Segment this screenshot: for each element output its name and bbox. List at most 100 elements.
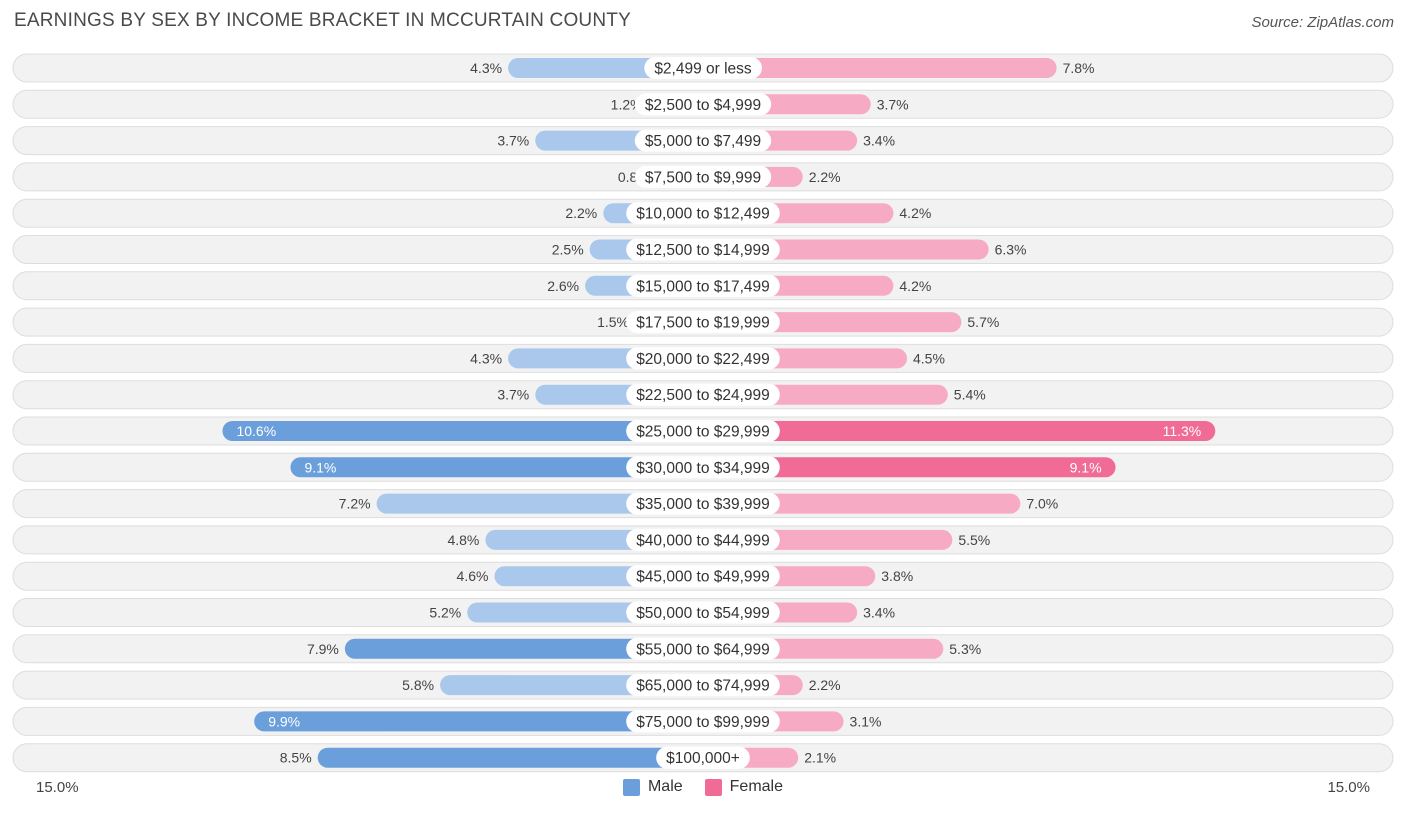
category-pill <box>626 601 780 624</box>
male-value-label: 5.2% <box>429 605 461 621</box>
category-label: $10,000 to $12,499 <box>636 206 770 223</box>
source-note: Source: ZipAtlas.com <box>1251 14 1394 31</box>
category-label: $35,000 to $39,999 <box>636 496 770 513</box>
legend-label-female: Female <box>729 778 784 795</box>
category-label: $75,000 to $99,999 <box>636 714 770 731</box>
male-bar <box>290 457 703 478</box>
category-label: $30,000 to $34,999 <box>636 460 770 477</box>
female-value-label: 6.3% <box>995 242 1027 258</box>
male-value-label: 2.6% <box>547 278 579 294</box>
category-label: $45,000 to $49,999 <box>636 569 770 586</box>
category-label: $25,000 to $29,999 <box>636 424 770 441</box>
female-value-label: 5.7% <box>967 314 999 330</box>
female-value-label: 3.4% <box>863 605 895 621</box>
male-value-label: 4.3% <box>470 350 502 366</box>
category-pill <box>644 57 762 79</box>
male-value-label: 2.5% <box>552 242 584 258</box>
female-bar <box>703 457 1116 478</box>
legend-item-female[interactable]: Female <box>704 778 784 796</box>
category-pill <box>626 492 780 515</box>
category-label: $2,500 to $4,999 <box>645 97 761 114</box>
male-value-label: 1.5% <box>597 314 629 330</box>
male-bar <box>317 747 703 768</box>
category-label: $55,000 to $64,999 <box>636 641 770 658</box>
female-value-label: 2.2% <box>809 677 841 693</box>
category-label: $5,000 to $7,499 <box>645 133 761 150</box>
category-label: $7,500 to $9,999 <box>645 169 761 186</box>
male-value-label: 3.7% <box>497 387 529 403</box>
female-bar <box>703 421 1216 441</box>
category-pill <box>626 710 780 733</box>
category-pill <box>626 674 780 697</box>
category-label: $50,000 to $54,999 <box>636 605 770 622</box>
male-value-label: 7.2% <box>339 496 371 512</box>
female-value-label: 2.1% <box>804 750 836 766</box>
female-value-label: 4.2% <box>899 205 931 221</box>
legend-label-male: Male <box>647 778 683 795</box>
axis-left-max-label: 15.0% <box>36 779 79 796</box>
female-value-label: 7.8% <box>1063 60 1095 76</box>
female-bar <box>703 58 1057 78</box>
female-swatch <box>704 778 722 796</box>
male-value-label: 5.8% <box>402 677 434 693</box>
category-pill <box>626 238 780 261</box>
category-label: $65,000 to $74,999 <box>636 678 770 695</box>
male-swatch <box>622 778 640 796</box>
male-value-label: 2.2% <box>565 205 597 221</box>
category-label: $100,000+ <box>666 750 740 767</box>
female-value-label: 4.2% <box>899 278 931 294</box>
category-pill <box>626 311 780 334</box>
male-value-label: 4.3% <box>470 60 502 76</box>
female-value-label: 3.4% <box>863 133 895 149</box>
category-label: $12,500 to $14,999 <box>636 242 770 259</box>
category-pill <box>626 420 780 442</box>
male-value-label: 9.9% <box>268 713 300 729</box>
category-pill <box>634 93 772 116</box>
male-value-label: 8.5% <box>280 750 312 766</box>
male-bar <box>254 711 703 732</box>
category-label: $22,500 to $24,999 <box>636 387 770 404</box>
category-pill <box>626 274 780 297</box>
female-value-label: 11.3% <box>1163 423 1202 439</box>
male-bar <box>344 638 703 659</box>
female-value-label: 3.7% <box>877 96 909 112</box>
chart-title: EARNINGS BY SEX BY INCOME BRACKET IN MCC… <box>14 10 631 31</box>
male-value-label: 3.7% <box>497 133 529 149</box>
category-pill <box>626 202 780 225</box>
female-value-label: 5.3% <box>949 641 981 657</box>
female-value-label: 3.8% <box>881 568 913 584</box>
category-pill <box>626 347 780 370</box>
male-value-label: 7.9% <box>307 641 339 657</box>
category-label: $20,000 to $22,499 <box>636 351 770 368</box>
category-pill <box>626 565 780 588</box>
female-value-label: 5.4% <box>954 387 986 403</box>
category-label: $17,500 to $19,999 <box>636 315 770 332</box>
category-pill <box>634 129 772 152</box>
category-pill <box>634 165 772 188</box>
category-pill <box>626 637 780 660</box>
axis-right-max-label: 15.0% <box>1327 779 1370 796</box>
male-bar <box>376 493 703 514</box>
female-value-label: 4.5% <box>913 350 945 366</box>
legend: Male Female <box>0 778 1406 796</box>
female-value-label: 7.0% <box>1026 496 1058 512</box>
male-value-label: 1.2% <box>611 96 643 112</box>
category-label: $2,499 or less <box>654 61 752 78</box>
category-label: $15,000 to $17,499 <box>636 278 770 295</box>
male-value-label: 10.6% <box>236 423 276 439</box>
male-value-label: 4.6% <box>457 568 489 584</box>
female-value-label: 3.1% <box>850 713 882 729</box>
category-pill <box>626 383 780 406</box>
category-pill <box>626 528 780 551</box>
female-value-label: 2.2% <box>809 169 841 185</box>
legend-item-male[interactable]: Male <box>622 778 683 796</box>
male-value-label: 9.1% <box>304 459 336 475</box>
male-value-label: 4.8% <box>447 532 479 548</box>
male-bar <box>222 421 703 441</box>
category-label: $40,000 to $44,999 <box>636 532 770 549</box>
female-bar <box>703 493 1021 514</box>
category-pill <box>656 746 750 769</box>
female-value-label: 9.1% <box>1070 459 1102 475</box>
category-pill <box>626 456 780 479</box>
female-value-label: 5.5% <box>958 532 990 548</box>
